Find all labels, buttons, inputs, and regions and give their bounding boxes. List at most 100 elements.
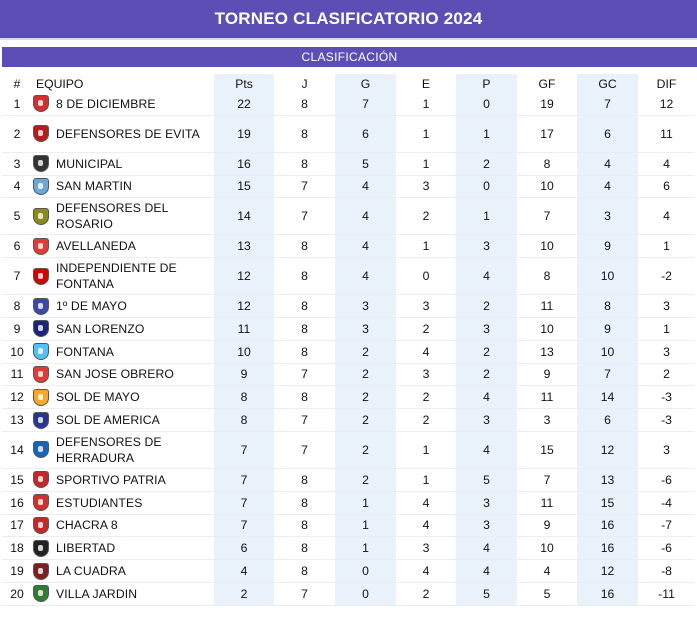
cell-j: 8 [274,115,335,153]
cell-gc: 12 [577,559,638,583]
team-cell: SOL DE MAYO [32,385,214,410]
team-cell: LIBERTAD [32,536,214,561]
cell-pts: 7 [214,514,274,538]
cell-gc: 9 [577,234,638,259]
cell-pos: 9 [2,317,32,341]
cell-gf: 10 [517,234,577,259]
cell-gf: 10 [517,536,577,561]
cell-gf: 4 [517,559,577,583]
cell-p: 3 [456,317,517,341]
team-name: MUNICIPAL [56,156,123,171]
cell-e: 4 [396,559,456,583]
team-crest-icon [33,320,49,338]
cell-g: 2 [335,431,396,469]
cell-gf: 9 [517,363,577,387]
header-e: E [421,76,431,91]
cell-gf: 11 [517,385,577,410]
cell-dif: -4 [638,491,695,515]
team-cell: DEFENSORES DEL ROSARIO [32,197,214,236]
cell-gf: 8 [517,257,577,296]
cell-dif: -6 [638,536,695,561]
team-crest-icon [33,441,49,459]
cell-dif: 2 [638,363,695,387]
cell-e: 1 [396,115,456,153]
cell-pts: 14 [214,197,274,236]
table-row: 10 FONTANA 10 8 2 4 2 13 10 3 [2,340,695,364]
cell-e: 4 [396,514,456,538]
team-name: INDEPENDIENTE DE FONTANA [56,261,177,292]
cell-dif: -11 [638,582,695,606]
team-cell: ESTUDIANTES [32,491,214,515]
cell-gc: 7 [577,93,638,116]
table-row: 17 CHACRA 8 7 8 1 4 3 9 16 -7 [2,514,695,538]
team-name: SAN MARTIN [56,179,132,194]
team-cell: SPORTIVO PATRIA [32,468,214,492]
cell-pts: 6 [214,536,274,561]
team-name: SOL DE MAYO [56,390,140,405]
cell-gc: 7 [577,363,638,387]
cell-gf: 13 [517,340,577,364]
cell-e: 3 [396,175,456,199]
cell-p: 0 [456,175,517,199]
cell-pts: 11 [214,317,274,341]
cell-pts: 16 [214,152,274,176]
cell-j: 8 [274,152,335,176]
cell-g: 0 [335,559,396,583]
cell-j: 8 [274,294,335,318]
cell-pts: 4 [214,559,274,583]
team-name: ESTUDIANTES [56,495,143,510]
team-name: VILLA JARDIN [56,586,138,601]
cell-dif: -8 [638,559,695,583]
team-crest-icon [33,539,49,557]
team-cell: AVELLANEDA [32,234,214,259]
header-dif: DIF [656,76,677,91]
cell-j: 7 [274,408,335,432]
cell-pos: 2 [2,115,32,153]
table-row: 9 SAN LORENZO 11 8 3 2 3 10 9 1 [2,317,695,341]
cell-p: 2 [456,294,517,318]
cell-g: 4 [335,197,396,236]
cell-gc: 10 [577,257,638,296]
cell-dif: 3 [638,294,695,318]
cell-dif: -3 [638,385,695,410]
team-crest-icon [33,585,49,603]
cell-pos: 3 [2,152,32,176]
table-header-row: # EQUIPO Pts J G E P GF GC DIF [2,74,695,93]
team-crest-icon [33,343,49,361]
cell-e: 3 [396,294,456,318]
cell-pts: 8 [214,385,274,410]
team-crest-icon [33,562,49,580]
cell-gf: 7 [517,197,577,236]
cell-p: 3 [456,514,517,538]
cell-pts: 13 [214,234,274,259]
team-name: LA CUADRA [56,564,126,579]
cell-p: 0 [456,93,517,116]
cell-gf: 15 [517,431,577,469]
cell-gc: 16 [577,514,638,538]
cell-e: 2 [396,582,456,606]
cell-dif: 1 [638,234,695,259]
cell-pos: 20 [2,582,32,606]
cell-e: 1 [396,152,456,176]
table-row: 11 SAN JOSE OBRERO 9 7 2 3 2 9 7 2 [2,363,695,387]
cell-gc: 3 [577,197,638,236]
cell-dif: 1 [638,317,695,341]
section-title: CLASIFICACIÓN [2,47,697,67]
cell-j: 8 [274,257,335,296]
cell-e: 2 [396,197,456,236]
cell-dif: 4 [638,152,695,176]
cell-g: 2 [335,363,396,387]
cell-p: 4 [456,385,517,410]
cell-g: 2 [335,340,396,364]
table-row: 6 AVELLANEDA 13 8 4 1 3 10 9 1 [2,234,695,259]
team-cell: INDEPENDIENTE DE FONTANA [32,257,214,296]
cell-dif: -7 [638,514,695,538]
cell-e: 4 [396,491,456,515]
cell-j: 7 [274,431,335,469]
cell-gf: 11 [517,491,577,515]
table-row: 13 SOL DE AMERICA 8 7 2 2 3 3 6 -3 [2,408,695,432]
cell-p: 1 [456,197,517,236]
cell-g: 4 [335,234,396,259]
team-crest-icon [33,207,49,225]
table-row: 15 SPORTIVO PATRIA 7 8 2 1 5 7 13 -6 [2,468,695,492]
